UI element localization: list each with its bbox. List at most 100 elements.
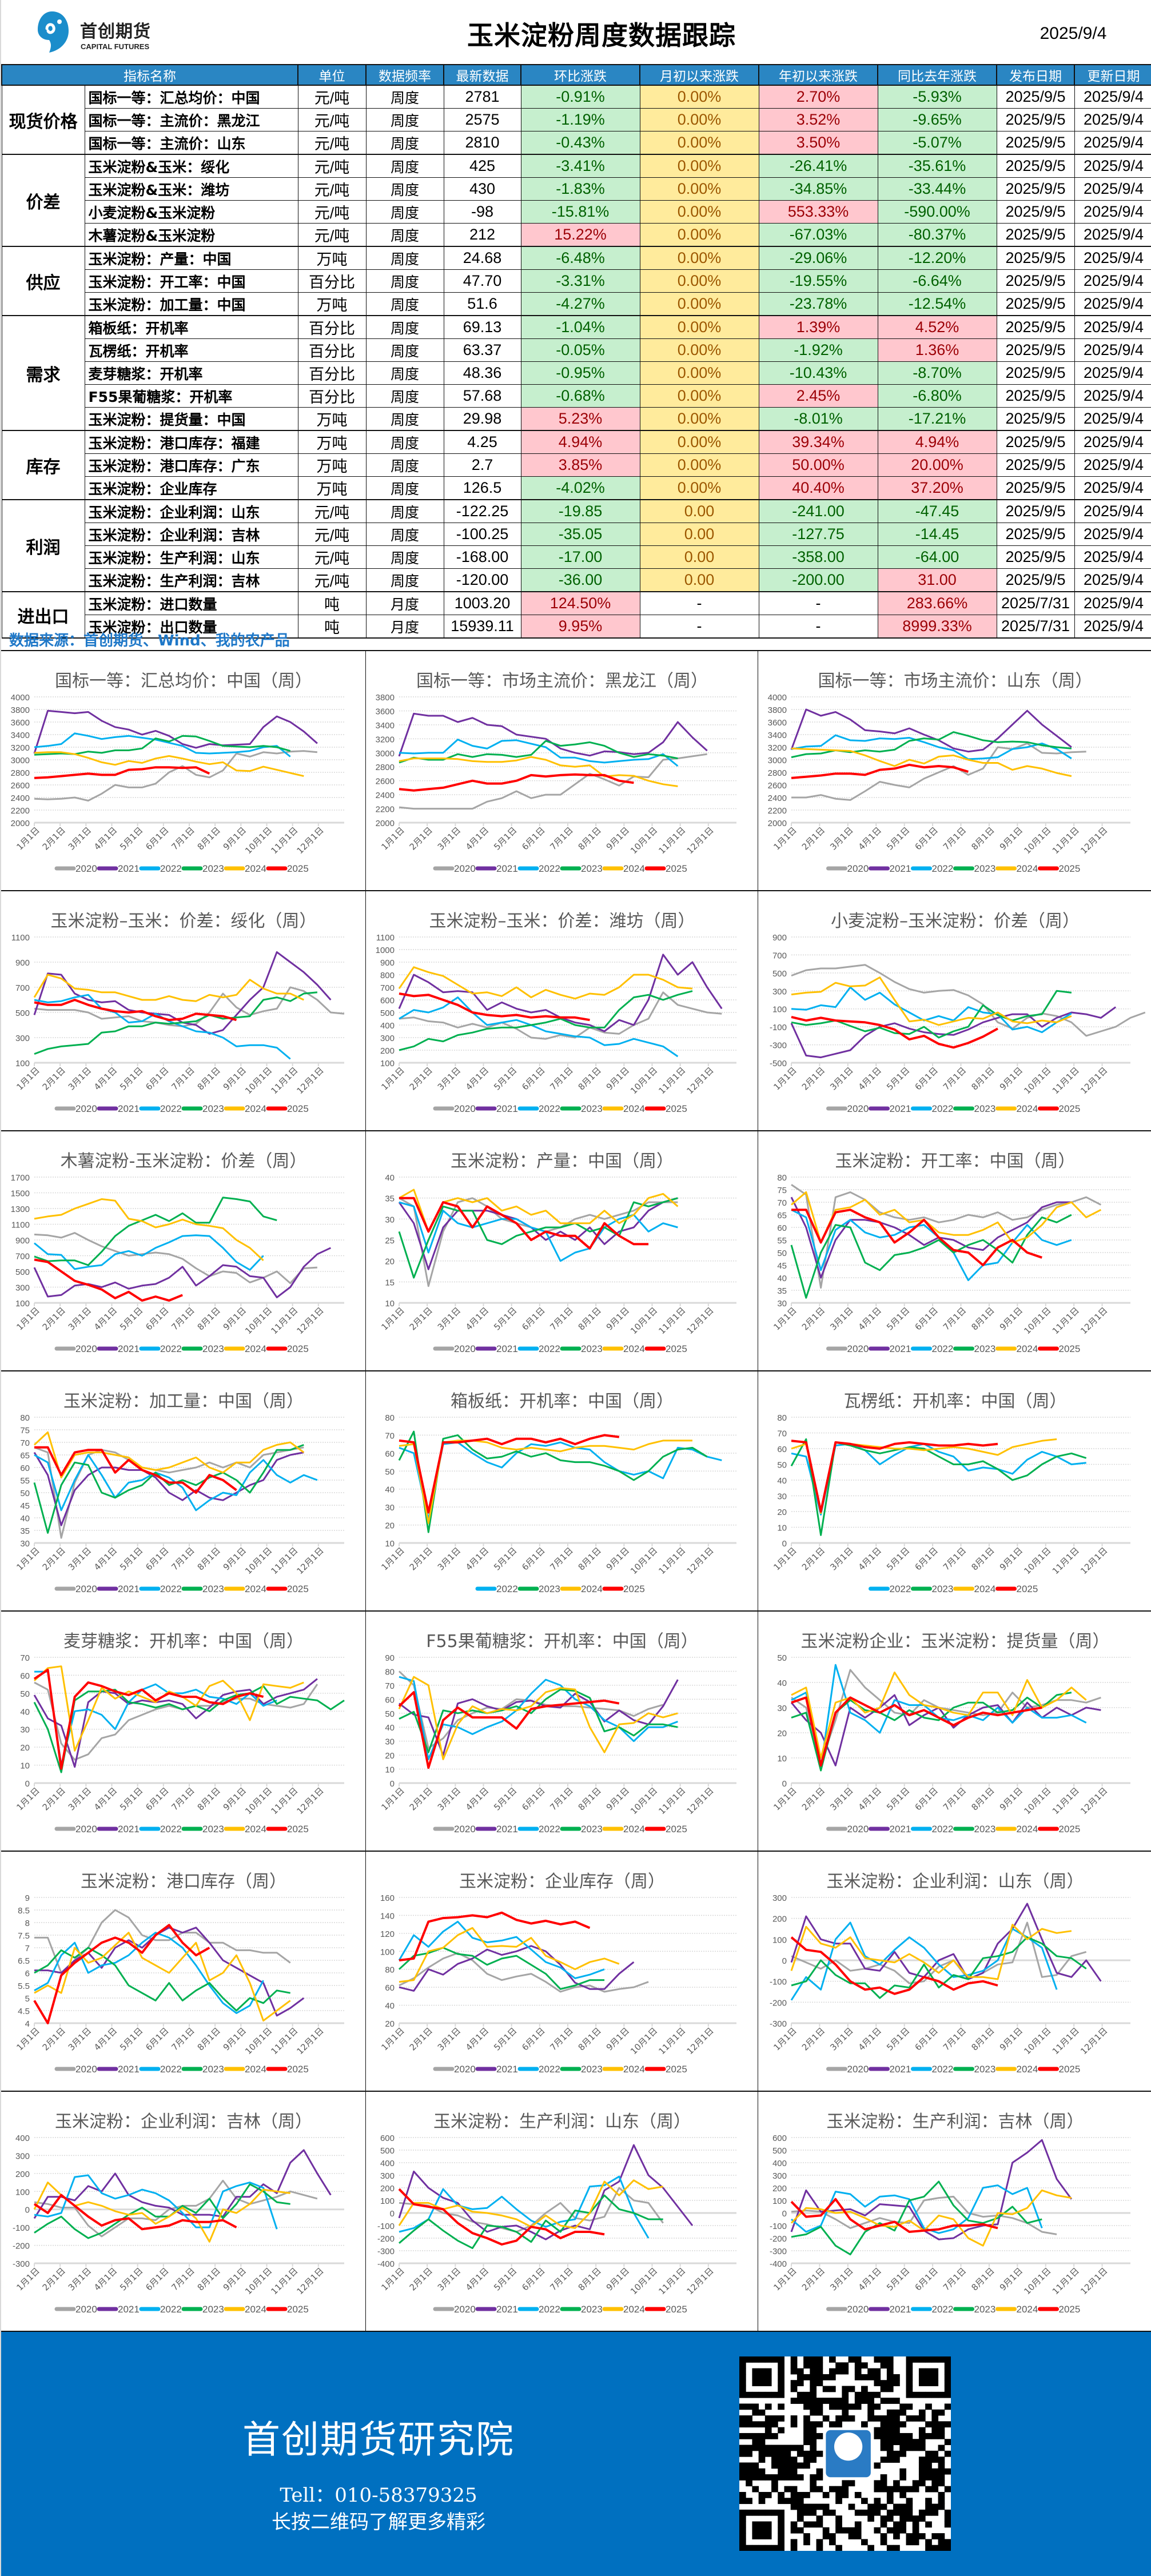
series-line-2022: [791, 986, 1072, 1034]
x-tick-label: 3月1日: [828, 1305, 855, 1332]
qr-code[interactable]: [739, 2356, 951, 2551]
x-tick-label: 12月1日: [1078, 2266, 1109, 2296]
x-tick-label: 7月1日: [169, 2266, 196, 2292]
legend-item: 2024: [995, 2064, 1038, 2075]
y-tick-label: 20: [385, 2019, 395, 2029]
x-tick-label: 4月1日: [464, 1065, 491, 1092]
legend-label: 2022: [539, 1824, 560, 1835]
x-tick-label: 5月1日: [885, 825, 911, 852]
column-header-ytd[interactable]: 年初以来涨跌: [758, 64, 878, 86]
x-tick-label: 9月1日: [604, 825, 631, 852]
chart-panel: 玉米淀粉：生产利润：吉林（周） -400 -300 -200 -100 0 100 200 30…: [758, 2092, 1151, 2332]
y-tick-label: 50: [777, 1461, 787, 1470]
latest-value-cell: 51.6: [443, 292, 521, 316]
legend-label: 2021: [118, 863, 140, 874]
footer-qr-hint: 长按二维码了解更多精彩: [272, 2511, 485, 2534]
column-header-publish-date[interactable]: 发布日期: [996, 64, 1075, 86]
x-tick-label: 12月1日: [294, 1545, 325, 1576]
data-table: 指标名称 单位 数据频率 最新数据 环比涨跌 月初以来涨跌 年初以来涨跌 同比去…: [1, 64, 1151, 639]
legend-label: 2022: [160, 863, 182, 874]
legend-label: 2021: [118, 2064, 140, 2075]
y-tick-label: -300: [770, 1041, 787, 1051]
y-tick-label: 600: [772, 2134, 787, 2143]
x-tick-label: 2月1日: [408, 1785, 435, 1812]
series-line-2024: [791, 747, 1072, 777]
y-tick-label: 1100: [11, 933, 30, 943]
column-header-name[interactable]: 指标名称: [1, 64, 298, 86]
y-tick-label: -200: [770, 1998, 787, 2008]
unit-cell: 万吨: [297, 292, 367, 316]
series-line-2025: [399, 992, 590, 1022]
legend-label: 2025: [287, 1584, 309, 1594]
x-tick-label: 2月1日: [800, 2266, 827, 2292]
wow-change-cell: -3.31%: [520, 269, 640, 293]
series-line-2025: [34, 999, 237, 1022]
y-tick-label: 2400: [11, 793, 30, 803]
x-tick-label: 12月1日: [684, 1305, 715, 1336]
x-tick-label: 5月1日: [492, 1065, 519, 1092]
frequency-cell: 周度: [365, 246, 444, 270]
column-header-yoy[interactable]: 同比去年涨跌: [877, 64, 997, 86]
y-tick-label: -100: [13, 2223, 30, 2233]
mtd-change-cell: 0.00%: [639, 154, 759, 178]
column-header-frequency[interactable]: 数据频率: [365, 64, 444, 86]
x-tick-label: 9月1日: [604, 1065, 631, 1092]
legend-label: 2022: [932, 2064, 954, 2075]
y-tick-label: 700: [380, 983, 395, 993]
mtd-change-cell: 0.00%: [639, 476, 759, 500]
x-tick-label: 2月1日: [41, 1785, 67, 1812]
y-tick-label: 0: [25, 1779, 30, 1789]
y-tick-label: 0: [782, 2209, 787, 2219]
column-header-wow[interactable]: 环比涨跌: [520, 64, 640, 86]
latest-value-cell: 69.13: [443, 315, 521, 339]
y-tick-label: -300: [13, 2259, 30, 2269]
legend-item: 2021: [475, 2304, 518, 2315]
frequency-cell: 周度: [365, 131, 444, 155]
y-tick-label: 20: [385, 1751, 395, 1761]
latest-value-cell: -120.00: [443, 568, 521, 592]
indicator-name-cell: 瓦楞纸：开机率: [84, 338, 298, 362]
legend-item: 2020: [826, 863, 869, 874]
legend-label: 2025: [666, 2304, 687, 2315]
y-tick-label: 50: [20, 1689, 30, 1699]
x-tick-label: 7月1日: [169, 1545, 196, 1572]
series-line-2024: [399, 1927, 620, 1983]
column-header-unit[interactable]: 单位: [297, 64, 367, 86]
legend-label: 2023: [202, 1103, 224, 1114]
series-line-2021: [398, 2144, 694, 2240]
series-line-2020: [791, 1183, 1102, 1289]
column-header-mtd[interactable]: 月初以来涨跌: [639, 64, 759, 86]
frequency-cell: 周度: [365, 545, 444, 569]
x-tick-label: 4月1日: [857, 1785, 883, 1812]
x-tick-label: 10月1日: [243, 825, 274, 856]
series-line-2024: [34, 751, 304, 777]
x-tick-label: 7月1日: [548, 825, 575, 852]
x-tick-label: 4月1日: [857, 2025, 883, 2052]
series-line-2021: [790, 1006, 1117, 1059]
chart-panel: 玉米淀粉：加工量：中国（周） 30 35 40 45 50 55 60 65 70 75 80 1月1日…: [1, 1371, 366, 1612]
legend-item: 2023: [953, 1343, 995, 1354]
y-tick-label: 80: [20, 1413, 30, 1423]
y-tick-label: 3600: [11, 718, 30, 728]
y-tick-label: 4: [25, 2019, 30, 2029]
x-tick-label: 12月1日: [294, 1305, 325, 1336]
column-header-update-date[interactable]: 更新日期: [1074, 64, 1151, 86]
series-line-2020: [791, 964, 1146, 1037]
x-tick-label: 7月1日: [941, 1065, 968, 1092]
column-header-latest[interactable]: 最新数据: [443, 64, 521, 86]
x-tick-label: 8月1日: [969, 1065, 996, 1092]
series-line-2025: [34, 1446, 237, 1494]
legend-item: 2025: [1038, 2064, 1080, 2075]
x-tick-label: 4月1日: [464, 825, 491, 852]
legend-label: 2024: [245, 1103, 266, 1114]
wow-change-cell: -0.95%: [520, 361, 640, 385]
x-tick-label: 10月1日: [628, 2025, 659, 2056]
frequency-cell: 周度: [365, 223, 444, 247]
x-tick-label: 9月1日: [998, 2025, 1025, 2052]
ytd-change-cell: 1.39%: [758, 315, 878, 339]
unit-cell: 元/吨: [297, 131, 367, 155]
y-tick-label: 60: [385, 1449, 395, 1459]
y-tick-label: 60: [385, 1983, 395, 1993]
y-tick-label: 300: [772, 1893, 787, 1903]
legend-item: 2022: [139, 1824, 182, 1835]
